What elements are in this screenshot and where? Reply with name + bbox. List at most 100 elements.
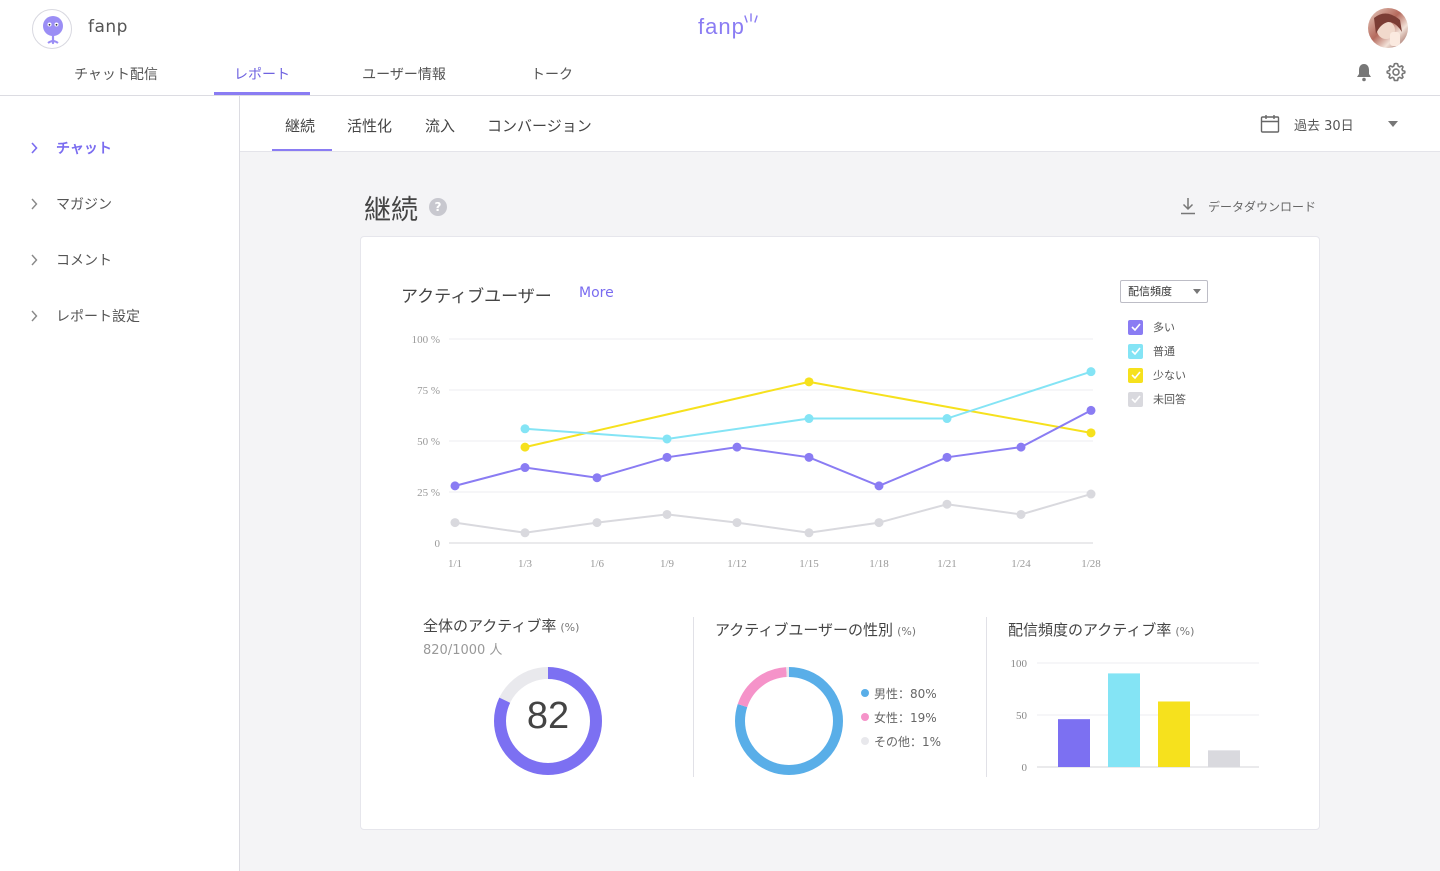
data-point[interactable] [804,452,814,462]
y-tick-label: 100 [1011,658,1028,670]
x-tick-label: 1/9 [660,558,675,570]
data-point[interactable] [592,518,602,528]
legend-item-few[interactable]: 少ない [1128,363,1186,387]
legend-label: 女性：19% [874,710,937,725]
chevron-right-icon [30,142,44,154]
donut-segment[interactable] [735,667,843,775]
sidebar-item-chat[interactable]: チャット [30,137,112,159]
avatar-photo-icon [1374,13,1402,46]
x-tick-label: 1/24 [1011,558,1031,570]
sidebar-item-magazine[interactable]: マガジン [30,193,112,215]
sidebar: チャット マガジン コメント レポート設定 [0,96,240,871]
chevron-down-icon [1387,121,1398,127]
legend-label: 多い [1153,321,1175,334]
x-tick-label: 1/18 [869,558,889,570]
x-tick-label: 1/3 [518,558,533,570]
series-line [454,493,1092,534]
data-point[interactable] [732,442,742,452]
chevron-right-icon [30,254,44,266]
page-title: 継続 [364,195,418,226]
data-point[interactable] [662,452,672,462]
sidebar-item-comment[interactable]: コメント [30,249,112,271]
more-link[interactable]: More [579,285,614,301]
data-point[interactable] [942,414,952,424]
checkbox-checked-icon[interactable] [1128,391,1143,407]
nav-tab-user-info[interactable]: ユーザー情報 [362,67,446,83]
sidebar-item-label: マガジン [56,197,112,213]
unit-label: (%) [1175,625,1195,638]
x-tick-label: 1/21 [937,558,957,570]
data-point[interactable] [804,528,814,538]
data-point[interactable] [1016,442,1026,452]
overall-rate-value: 82 [526,695,570,737]
period-label: 過去 30日 [1294,118,1354,134]
x-tick-label: 1/6 [590,558,605,570]
section-divider [986,617,987,777]
chevron-right-icon [30,310,44,322]
legend-label: 普通 [1153,345,1175,358]
app-logo[interactable] [32,9,72,49]
user-avatar[interactable] [1368,8,1408,48]
gender-donut [735,667,843,775]
section-divider [693,617,694,777]
gender-legend-other: その他：1% [861,729,941,753]
checkbox-checked-icon[interactable] [1128,319,1143,335]
brand-logo: fanp [698,14,745,39]
donut-segment[interactable] [494,667,602,775]
bar[interactable] [1058,719,1090,767]
data-point[interactable] [874,481,884,491]
subtab-inflow[interactable]: 流入 [425,117,456,135]
legend-item-normal[interactable]: 普通 [1128,339,1186,363]
subtab-active-indicator [272,149,332,151]
bar[interactable] [1158,701,1190,767]
bar[interactable] [1108,673,1140,767]
data-point[interactable] [1086,489,1096,499]
data-point[interactable] [732,518,742,528]
data-point[interactable] [592,473,602,483]
subtab-conversion[interactable]: コンバージョン [487,117,592,135]
unit-label: (%) [560,621,580,634]
gender-legend-male: 男性：80% [861,681,941,705]
data-point[interactable] [1086,367,1096,377]
nav-tab-talk[interactable]: トーク [531,67,573,83]
data-point[interactable] [450,481,460,491]
sidebar-item-report-settings[interactable]: レポート設定 [30,305,140,327]
data-point[interactable] [450,518,460,528]
gender-title-text: アクティブユーザーの性別 [715,621,894,639]
subtab-retention[interactable]: 継続 [285,117,316,135]
data-point[interactable] [942,499,952,509]
nav-tab-report[interactable]: レポート [234,67,290,83]
gender-title: アクティブユーザーの性別 (%) [715,619,916,640]
y-tick-label: 50 % [417,436,440,448]
active-users-title: アクティブユーザー [401,287,552,307]
data-point[interactable] [520,424,530,434]
data-point[interactable] [662,434,672,444]
overall-rate-title: 全体のアクティブ率 (%) [423,615,579,636]
bell-icon[interactable] [1355,62,1373,82]
data-point[interactable] [1016,509,1026,519]
legend-item-no-answer[interactable]: 未回答 [1128,387,1186,411]
data-point[interactable] [1086,428,1096,438]
data-point[interactable] [942,452,952,462]
download-button[interactable]: データダウンロード [1180,197,1316,215]
overall-rate-donut [494,667,602,775]
y-tick-label: 0 [435,538,441,550]
checkbox-checked-icon[interactable] [1128,367,1143,383]
data-point[interactable] [520,463,530,473]
data-point[interactable] [874,518,884,528]
data-point[interactable] [520,442,530,452]
checkbox-checked-icon[interactable] [1128,343,1143,359]
data-point[interactable] [804,414,814,424]
gear-icon[interactable] [1386,62,1406,82]
data-point[interactable] [804,377,814,387]
data-point[interactable] [662,509,672,519]
subtab-activation[interactable]: 活性化 [347,117,393,135]
bar[interactable] [1208,750,1240,767]
legend-item-many[interactable]: 多い [1128,315,1186,339]
frequency-select[interactable]: 配信頻度 [1120,280,1208,303]
data-point[interactable] [1086,405,1096,415]
data-point[interactable] [520,528,530,538]
period-selector[interactable]: 過去 30日 [1260,114,1398,134]
nav-tab-chat-broadcast[interactable]: チャット配信 [74,67,158,83]
help-icon[interactable]: ? [429,198,447,216]
